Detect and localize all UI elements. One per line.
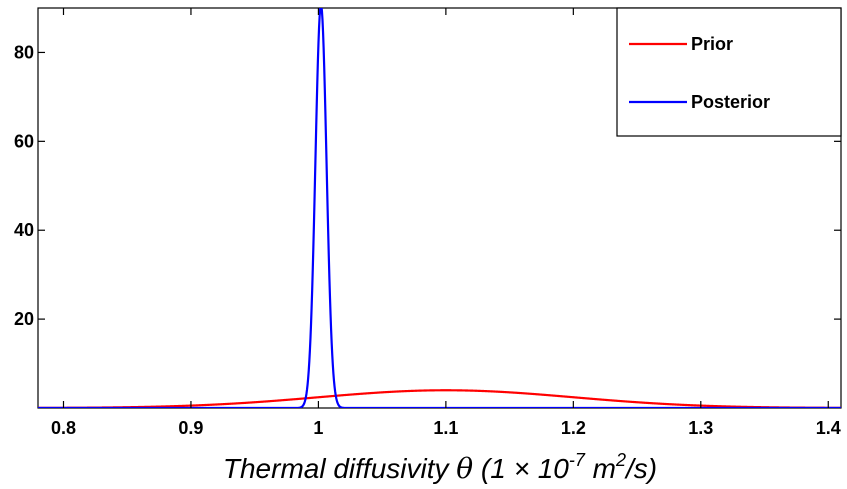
x-axis-label-middle: (1 × 10 bbox=[473, 453, 569, 484]
legend-box bbox=[616, 7, 842, 137]
x-tick-label: 1.1 bbox=[433, 418, 458, 438]
x-axis-label-suffix: /s) bbox=[624, 453, 657, 484]
x-axis-label-exp2: 2 bbox=[615, 450, 626, 470]
x-tick-label: 0.8 bbox=[51, 418, 76, 438]
x-tick-label: 1.2 bbox=[561, 418, 586, 438]
x-tick-label: 0.9 bbox=[178, 418, 203, 438]
x-axis-label: Thermal diffusivity θ (1 × 10-7 m2/s) bbox=[223, 450, 657, 485]
y-tick-label: 20 bbox=[14, 309, 34, 329]
y-tick-label: 40 bbox=[14, 220, 34, 240]
x-tick-label: 1 bbox=[313, 418, 323, 438]
x-axis-label-unit: m bbox=[585, 453, 616, 484]
x-axis: 0.8 0.9 1 1.1 1.2 1.3 1.4 bbox=[51, 8, 841, 438]
series-line-prior bbox=[38, 389, 841, 408]
y-tick-label: 80 bbox=[14, 42, 34, 62]
x-axis-label-symbol: θ bbox=[456, 452, 473, 485]
x-axis-label-exp1: -7 bbox=[569, 450, 586, 470]
legend-label-posterior: Posterior bbox=[691, 92, 770, 112]
y-tick-label: 60 bbox=[14, 131, 34, 151]
x-axis-label-prefix: Thermal diffusivity bbox=[223, 453, 456, 484]
legend-label-prior: Prior bbox=[691, 34, 733, 54]
x-tick-label: 1.4 bbox=[816, 418, 841, 438]
x-tick-label: 1.3 bbox=[688, 418, 713, 438]
legend: Prior Posterior bbox=[616, 7, 842, 137]
y-axis: 20 40 60 80 bbox=[14, 42, 841, 329]
